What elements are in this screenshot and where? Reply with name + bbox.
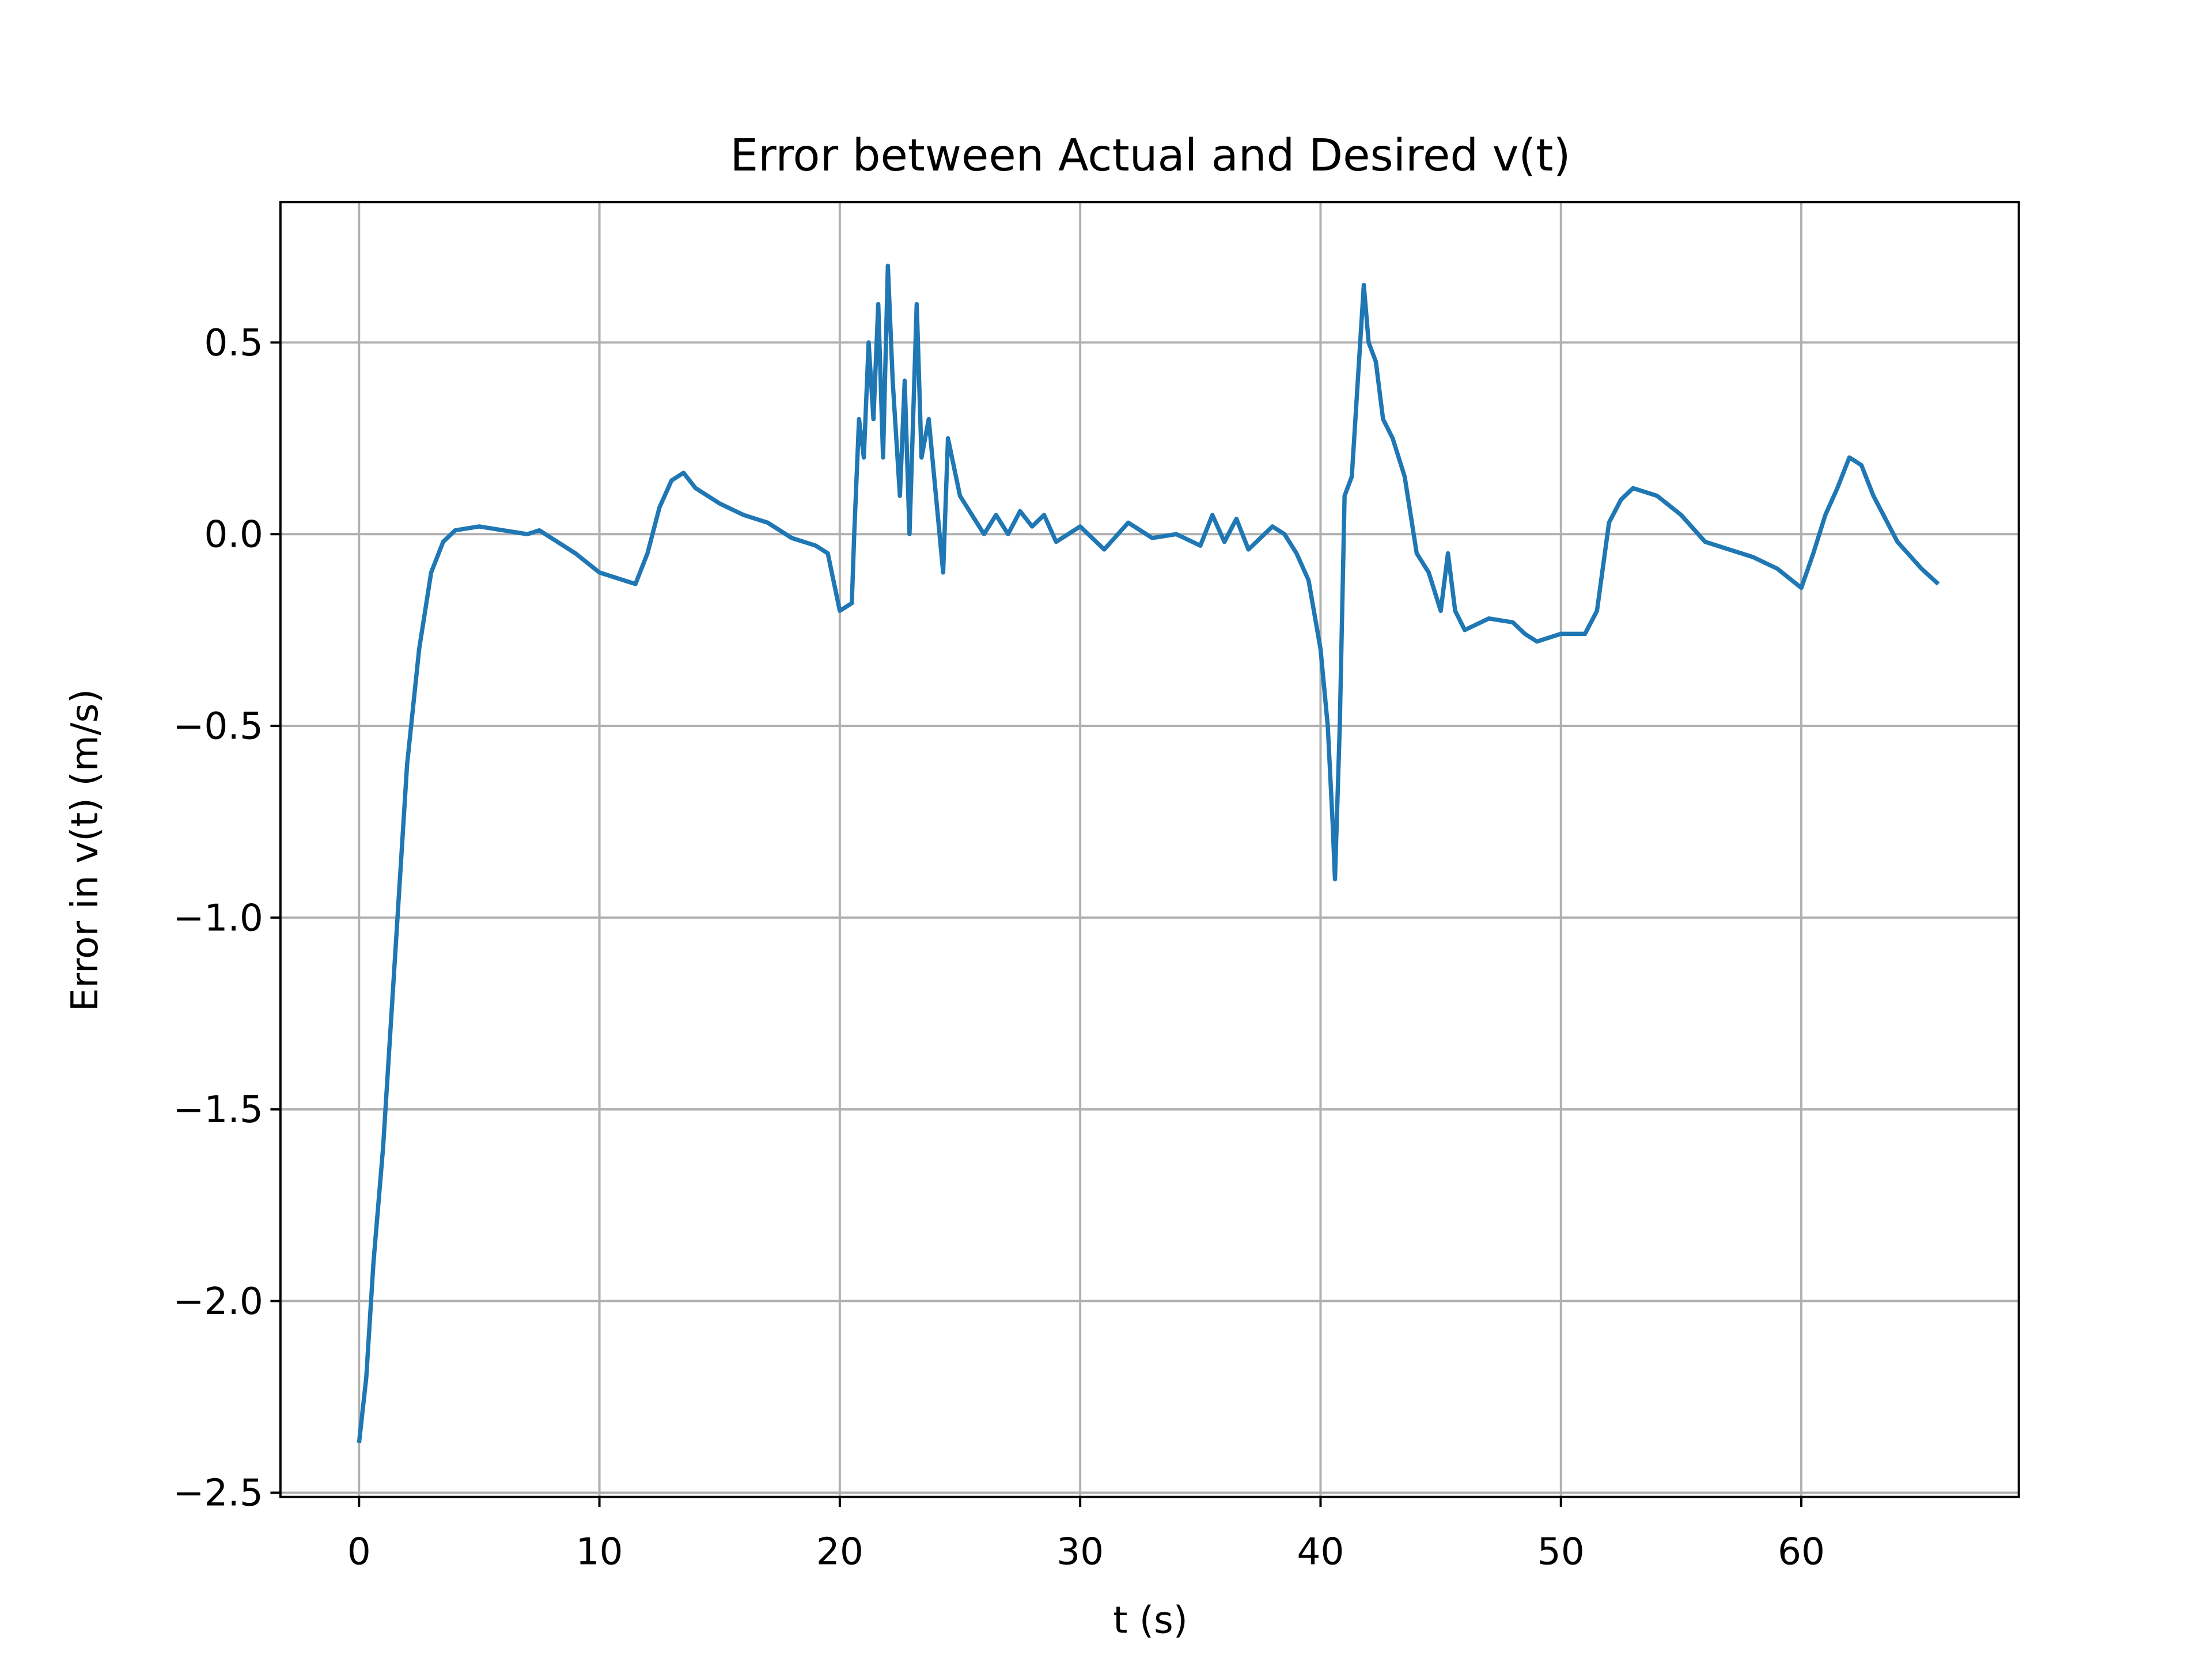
line-series <box>357 263 1940 1444</box>
plot <box>357 263 1940 1444</box>
y-tick-label: 0.0 <box>204 513 263 556</box>
y-tick-label: 0.5 <box>204 321 263 365</box>
chart-title: Error between Actual and Desired v(t) <box>730 130 1570 181</box>
x-tick-label: 50 <box>1537 1530 1585 1573</box>
x-tick-label: 30 <box>1056 1530 1104 1573</box>
x-tick-label: 60 <box>1778 1530 1825 1573</box>
x-tick-label: 0 <box>347 1530 371 1573</box>
x-axis-label: t (s) <box>1113 1599 1188 1642</box>
y-tick-label: −2.5 <box>173 1472 263 1515</box>
y-tick-label: −0.5 <box>173 704 263 748</box>
x-tick-label: 40 <box>1297 1530 1344 1573</box>
y-tick-label: −1.0 <box>173 896 263 940</box>
y-tick-label: −2.0 <box>173 1280 263 1323</box>
axes-frame <box>279 200 2020 1498</box>
y-axis-label: Error in v(t) (m/s) <box>63 689 107 1012</box>
x-tick-label: 20 <box>816 1530 863 1573</box>
y-tick-label: −1.5 <box>173 1088 263 1131</box>
x-tick-label: 10 <box>575 1530 623 1573</box>
